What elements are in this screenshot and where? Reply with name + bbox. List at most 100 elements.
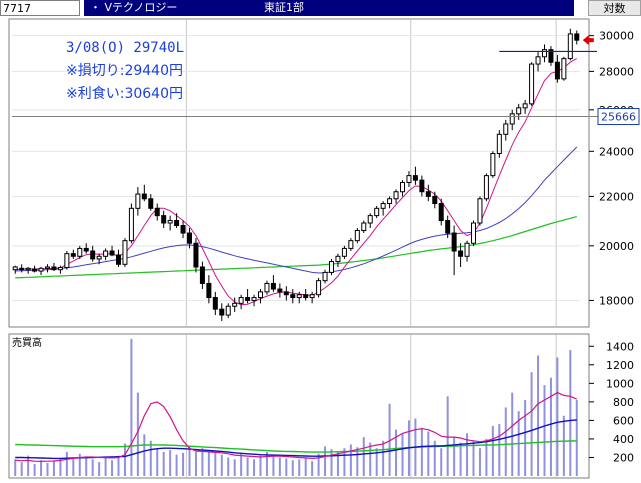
volume-bar	[543, 385, 546, 476]
candle-body-up	[374, 207, 380, 217]
candle-body-up	[361, 222, 367, 231]
candle-body-up	[103, 250, 109, 257]
volume-tick-label: 1000	[606, 377, 634, 390]
candle-body-up	[400, 181, 405, 193]
volume-bar	[569, 349, 572, 476]
price-ma-lines	[15, 58, 578, 306]
volume-tick-label: 1400	[606, 340, 634, 353]
volume-bar	[330, 449, 333, 476]
volume-grid	[185, 335, 557, 477]
volume-bar	[207, 450, 210, 476]
candle-body-down	[212, 297, 218, 310]
volume-bar	[349, 444, 352, 476]
volume-bar	[85, 456, 88, 476]
candle-body-up	[12, 266, 18, 271]
candle-body-down	[90, 250, 96, 260]
candle-body-up	[77, 247, 83, 257]
price-axis: 18000200002200024000260002800030000	[589, 30, 634, 307]
volume-tick-label: 600	[613, 414, 634, 427]
info-take-profit: ※利食い:30640円	[66, 85, 183, 102]
candle-body-up	[225, 305, 231, 316]
volume-bar	[433, 440, 436, 476]
candle-body-up	[535, 56, 541, 65]
volume-bar	[356, 447, 359, 476]
volume-bar	[259, 455, 262, 476]
market-name: 東証1部	[234, 0, 394, 16]
candle-body-up	[329, 261, 334, 273]
volume-bar	[240, 453, 243, 476]
price-tick-label: 22000	[599, 190, 634, 203]
volume-ma-short-line	[15, 391, 578, 463]
candle-body-down	[19, 267, 25, 271]
candle-body-up	[393, 191, 399, 200]
volume-bar	[149, 440, 152, 476]
candle-body-down	[270, 282, 276, 290]
volume-ma-long-line	[15, 440, 577, 453]
candle-body-down	[116, 254, 121, 265]
volume-bar	[401, 433, 404, 476]
volume-bar	[78, 453, 81, 476]
volume-bar	[459, 442, 462, 476]
volume-bar	[194, 451, 197, 476]
candle-body-down	[554, 61, 560, 80]
volume-bar	[317, 453, 320, 476]
candle-body-up	[483, 175, 489, 200]
candle-body-up	[477, 198, 483, 224]
candle-body-down	[70, 253, 76, 257]
candle-body-down	[206, 282, 212, 299]
candle-body-up	[64, 253, 70, 269]
volume-bar	[201, 448, 204, 476]
candle-body-up	[316, 280, 322, 296]
volume-bar	[46, 463, 49, 476]
candle-body-up	[503, 123, 509, 135]
candle-body-up	[38, 267, 44, 272]
volume-bar	[362, 437, 365, 476]
candle-body-up	[335, 255, 341, 263]
candle-body-up	[264, 282, 270, 293]
candle-body-down	[219, 308, 225, 316]
volume-bar	[40, 460, 43, 476]
volume-bar	[375, 448, 378, 476]
candle-body-down	[445, 220, 451, 234]
volume-bar	[291, 460, 294, 476]
volume-tick-label: 200	[613, 451, 634, 464]
candle-body-down	[148, 198, 154, 209]
price-ma-long-line	[15, 216, 577, 279]
candle-body-up	[128, 207, 134, 242]
volume-bar	[537, 355, 540, 476]
candle-body-down	[438, 203, 444, 222]
candle-body-down	[32, 268, 38, 272]
volume-bar	[130, 338, 133, 476]
current-price-label: 25666	[601, 111, 636, 124]
volume-tick-label: 800	[613, 396, 634, 409]
scale-mode-button[interactable]: 対数	[588, 0, 641, 16]
volume-bar	[169, 450, 172, 476]
candle-body-down	[425, 191, 431, 197]
volume-bar	[20, 462, 23, 476]
candle-body-up	[471, 222, 476, 244]
volume-tick-label: 1200	[606, 359, 634, 372]
price-tick-label: 18000	[599, 294, 634, 307]
volume-bar	[427, 431, 430, 476]
candle-body-up	[322, 271, 328, 282]
candle-body-up	[57, 267, 63, 271]
candle-body-up	[490, 152, 496, 177]
volume-bar	[324, 446, 327, 476]
candle-body-up	[25, 267, 31, 271]
volume-bar	[466, 433, 469, 476]
volume-bar	[278, 457, 281, 476]
candle-body-up	[406, 175, 412, 183]
candle-body-down	[141, 193, 147, 200]
candle-body-up	[258, 291, 263, 299]
candle-body-up	[516, 107, 522, 115]
volume-bar	[453, 437, 456, 476]
volume-bar	[182, 452, 185, 476]
volume-bar	[14, 459, 17, 476]
header-bar	[394, 0, 574, 16]
volume-bar	[382, 440, 385, 476]
volume-bar	[59, 458, 62, 476]
volume-bar	[472, 440, 475, 476]
candle-body-up	[496, 133, 502, 154]
ticker-code: 7717	[0, 0, 80, 16]
